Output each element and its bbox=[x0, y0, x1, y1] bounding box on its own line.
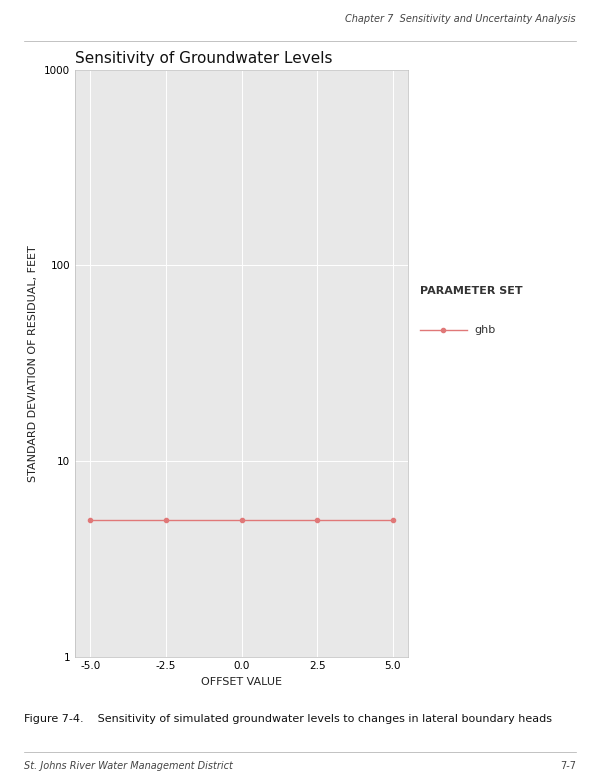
ghb bbox=[238, 515, 245, 524]
Text: PARAMETER SET: PARAMETER SET bbox=[420, 286, 523, 296]
ghb bbox=[86, 515, 94, 524]
ghb bbox=[314, 515, 321, 524]
Text: ghb: ghb bbox=[475, 326, 496, 335]
Text: Figure 7-4.    Sensitivity of simulated groundwater levels to changes in lateral: Figure 7-4. Sensitivity of simulated gro… bbox=[24, 714, 552, 724]
ghb bbox=[389, 515, 397, 524]
Text: Chapter 7  Sensitivity and Uncertainty Analysis: Chapter 7 Sensitivity and Uncertainty An… bbox=[346, 14, 576, 24]
Text: Sensitivity of Groundwater Levels: Sensitivity of Groundwater Levels bbox=[75, 51, 332, 66]
Line: ghb: ghb bbox=[88, 517, 395, 522]
X-axis label: OFFSET VALUE: OFFSET VALUE bbox=[201, 677, 282, 687]
Text: St. Johns River Water Management District: St. Johns River Water Management Distric… bbox=[24, 761, 233, 771]
Y-axis label: STANDARD DEVIATION OF RESIDUAL, FEET: STANDARD DEVIATION OF RESIDUAL, FEET bbox=[28, 245, 38, 482]
ghb bbox=[162, 515, 169, 524]
Text: 7-7: 7-7 bbox=[560, 761, 576, 771]
